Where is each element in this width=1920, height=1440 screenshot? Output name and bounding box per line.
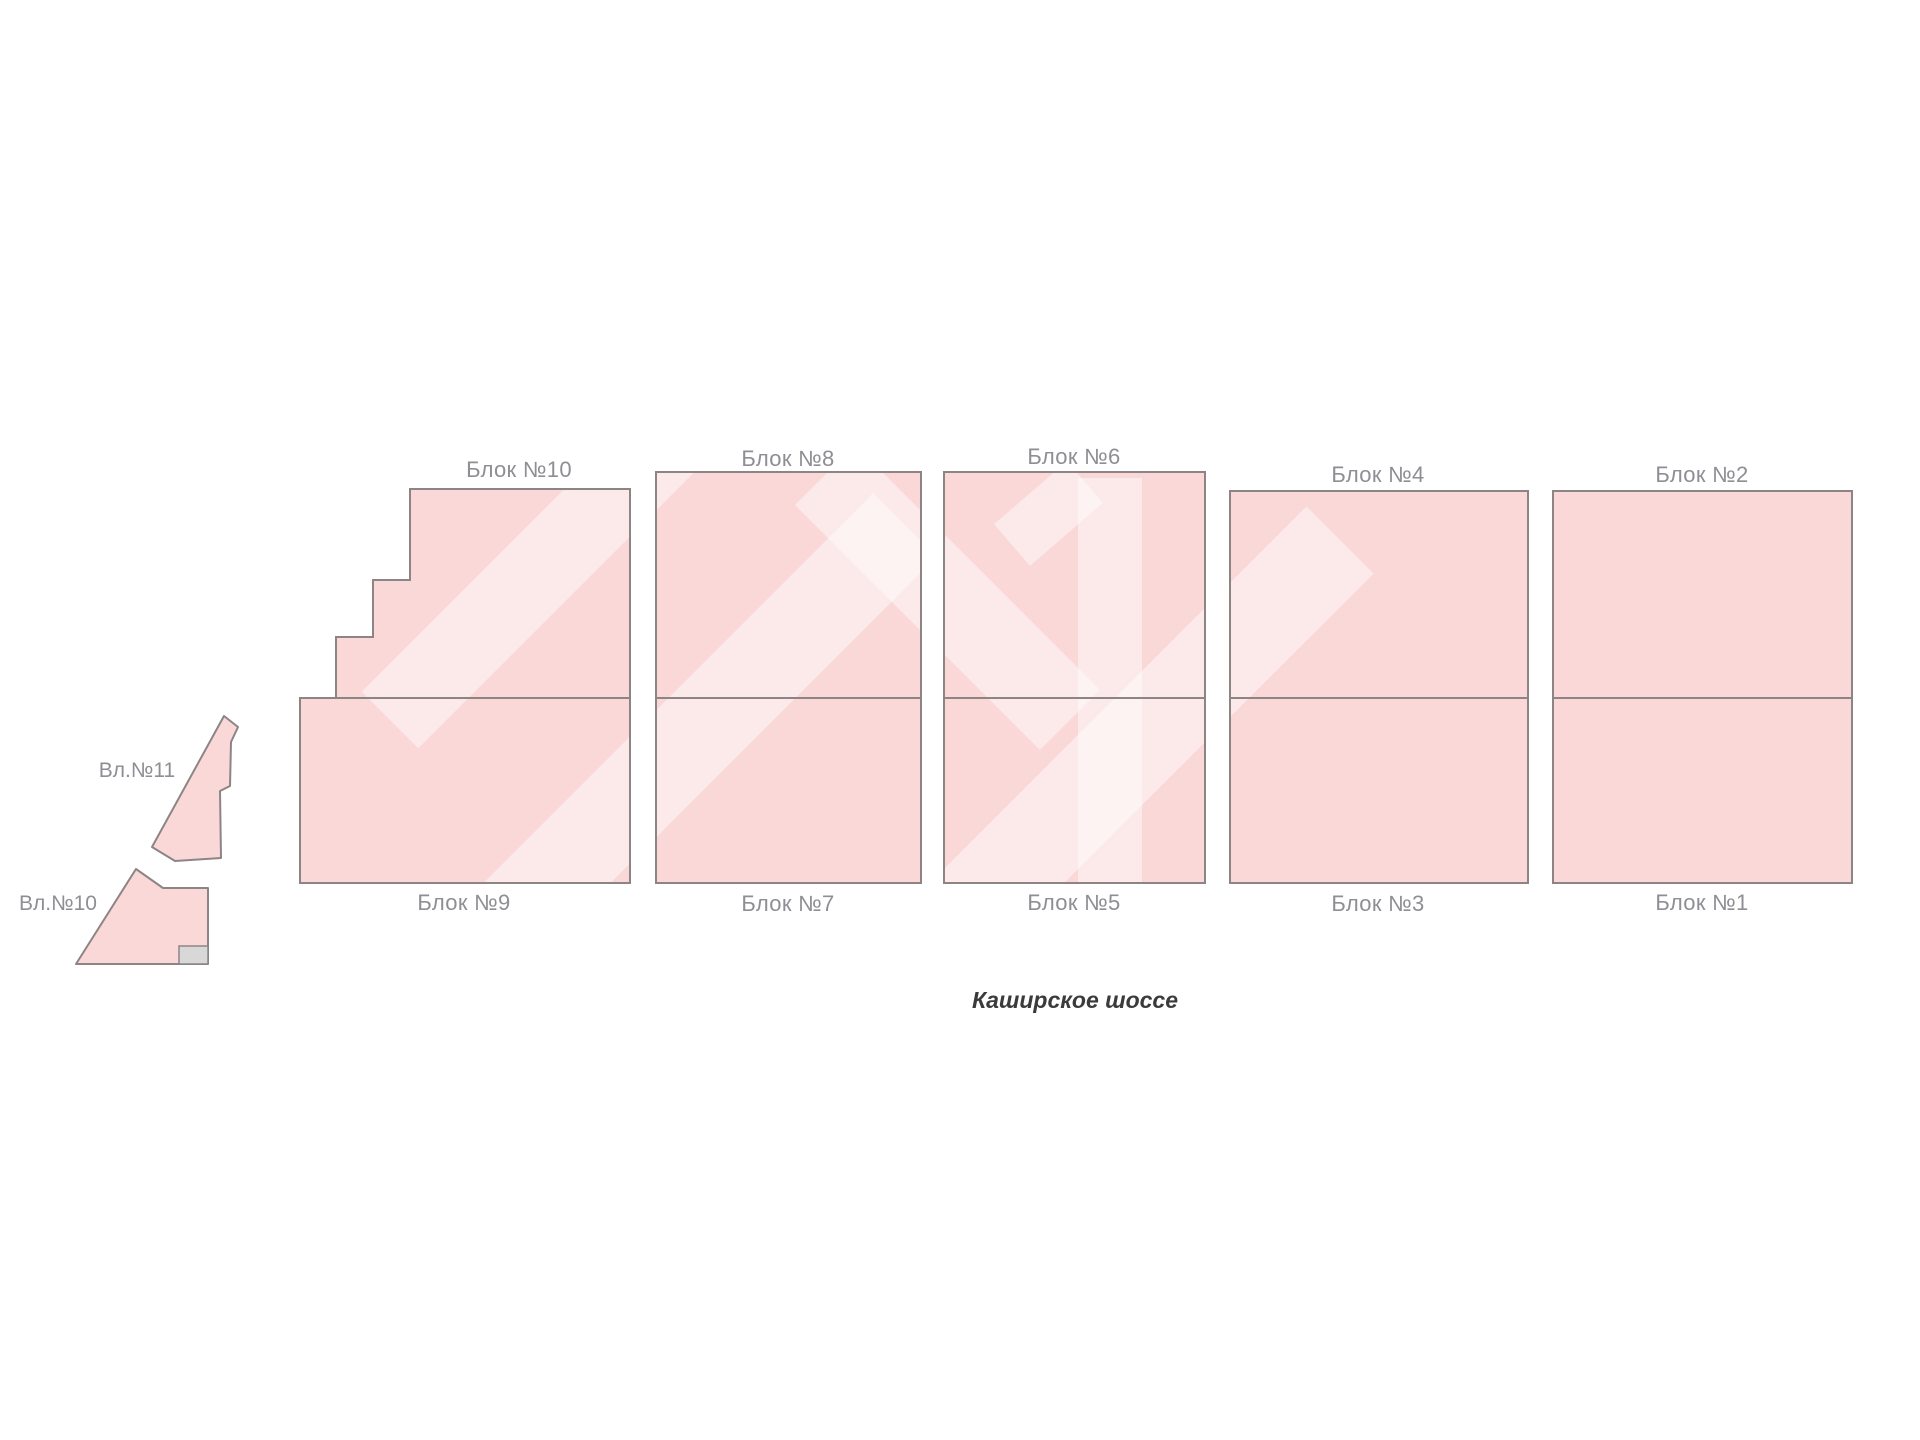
block-5-outline <box>943 697 1206 884</box>
block-5-shape <box>944 698 1205 883</box>
block-10-outline <box>335 488 631 699</box>
block-2-label: Блок №2 <box>1655 462 1749 487</box>
plot-vl11-shape <box>151 715 239 862</box>
block-8-shape <box>656 472 921 698</box>
road-label: Каширское шоссе <box>971 987 1179 1013</box>
block-1-shape <box>1553 698 1852 883</box>
block-3-shape <box>1230 698 1528 883</box>
block-7-outline <box>655 697 922 884</box>
block-8-label: Блок №8 <box>741 446 835 471</box>
block-5-label: Блок №5 <box>1027 890 1121 915</box>
block-6-shape <box>944 472 1205 698</box>
block-fills <box>300 472 1852 883</box>
plot-vl11-label: Вл.№11 <box>98 759 176 782</box>
plot-vl10-shape <box>75 868 209 965</box>
block-4-shape <box>1230 491 1528 698</box>
plot-vl10-gray-square <box>178 945 209 965</box>
block-7-shape <box>656 698 921 883</box>
block-9-outline <box>299 697 631 884</box>
plot-vl10-label: Вл.№10 <box>19 892 97 915</box>
block-9-label: Блок №9 <box>417 890 511 915</box>
watermark <box>361 381 1374 992</box>
block-3-label: Блок №3 <box>1331 891 1425 916</box>
block-2-shape <box>1553 491 1852 698</box>
block-9-shape <box>300 698 630 883</box>
block-3-outline <box>1229 697 1529 884</box>
block-10-shape <box>336 489 630 698</box>
block-1-label: Блок №1 <box>1655 890 1749 915</box>
block-7-label: Блок №7 <box>741 891 835 916</box>
block-outlines <box>299 471 1853 884</box>
block-10-label: Блок №10 <box>466 457 572 482</box>
block-6-label: Блок №6 <box>1027 444 1121 469</box>
block-4-label: Блок №4 <box>1331 462 1425 487</box>
block-1-outline <box>1552 697 1853 884</box>
plot-shapes <box>75 715 239 965</box>
